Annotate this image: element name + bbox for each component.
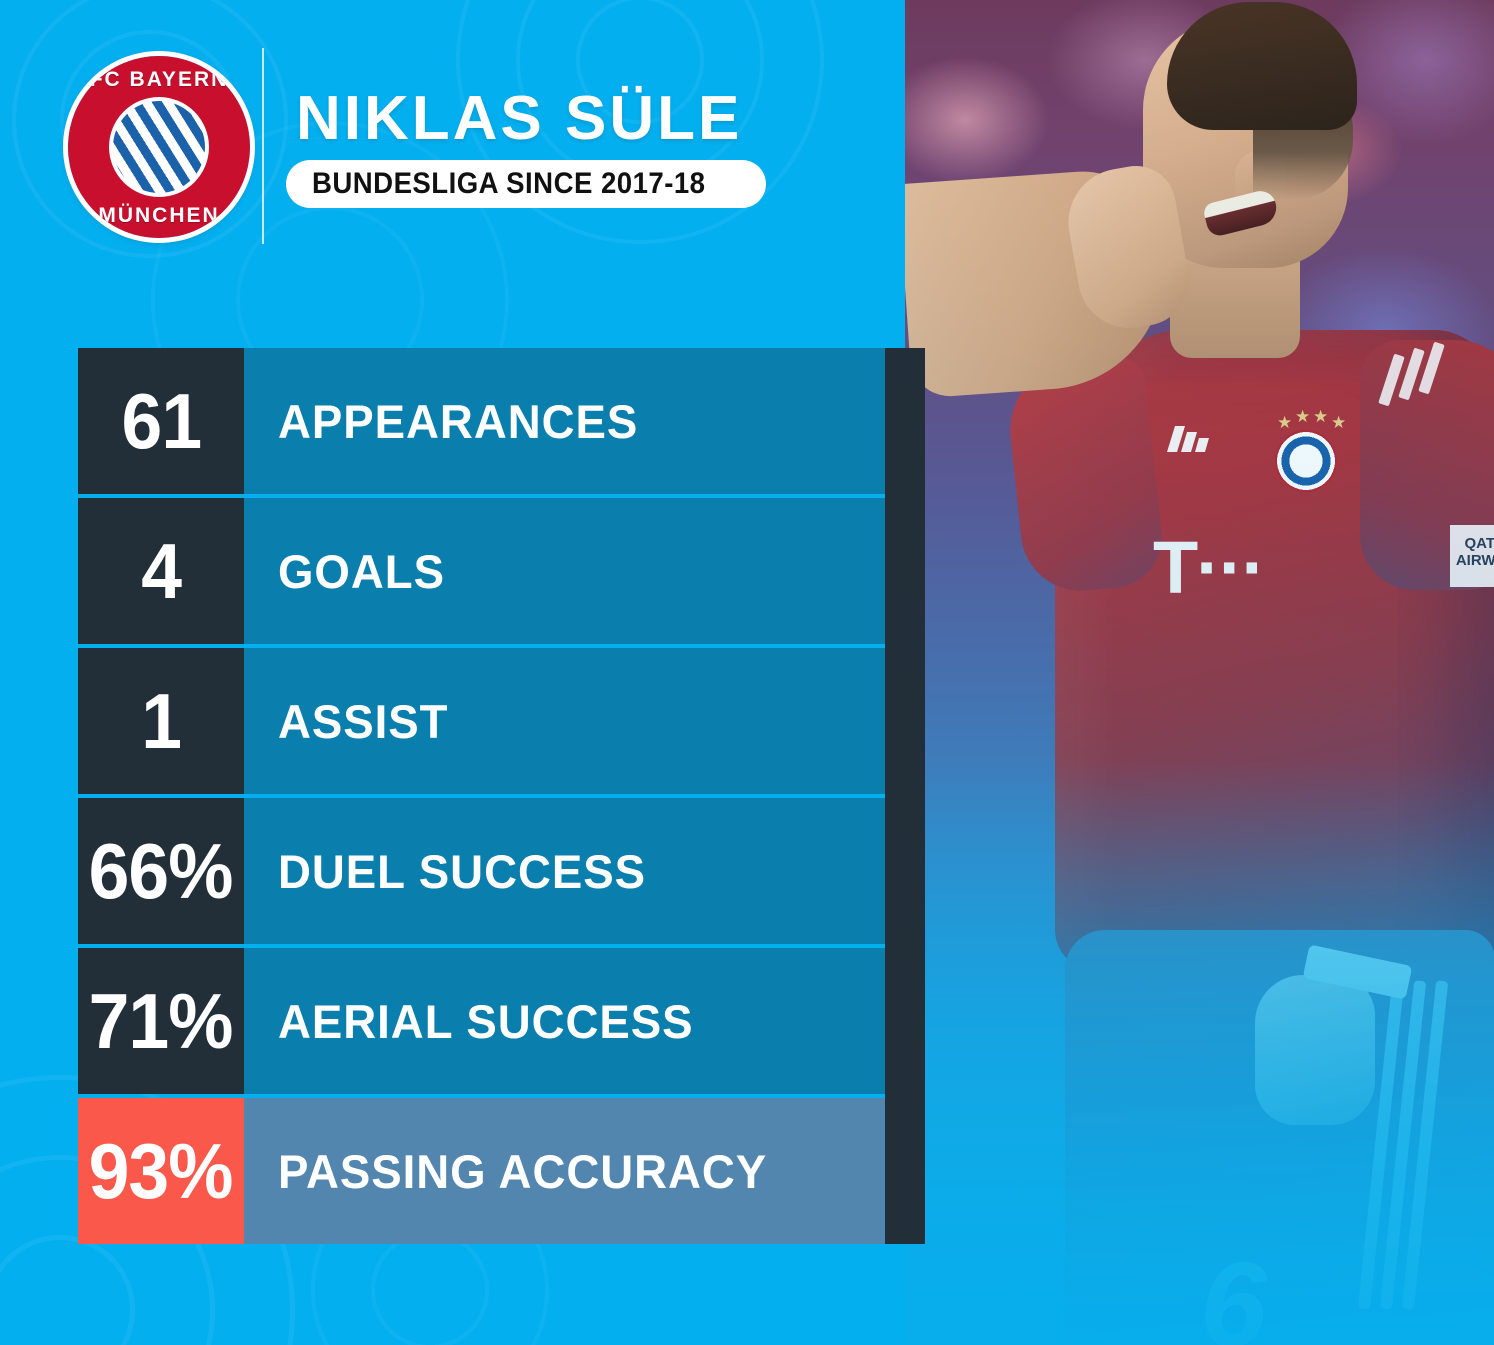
stat-label: AERIAL SUCCESS — [278, 994, 694, 1048]
stat-label-bar: ASSIST — [244, 648, 885, 794]
stat-row: 61 APPEARANCES — [78, 348, 885, 494]
stat-label: DUEL SUCCESS — [278, 844, 646, 898]
stat-value: 61 — [121, 377, 202, 465]
player-photo: QATAR AIRWAYS ★ ★ ★ ★ T··· 6 — [905, 0, 1494, 1345]
stat-label: ASSIST — [278, 694, 449, 748]
stat-value: 1 — [141, 677, 182, 765]
header: FC BAYERN MÜNCHEN NIKLAS SÜLE BUNDESLIGA… — [0, 0, 905, 345]
stat-value: 66% — [89, 827, 234, 915]
stat-row: 66% DUEL SUCCESS — [78, 798, 885, 944]
crest-top-text: FC BAYERN — [89, 68, 229, 91]
fc-bayern-crest-icon: FC BAYERN MÜNCHEN — [68, 56, 250, 238]
header-divider — [262, 48, 264, 244]
championship-star-icon: ★ — [1295, 408, 1310, 425]
stat-label-bar: GOALS — [244, 498, 885, 644]
stat-label-bar-highlighted: PASSING ACCURACY — [244, 1098, 885, 1244]
player-hair — [1167, 2, 1357, 130]
stat-label: APPEARANCES — [278, 394, 639, 448]
stat-value: 4 — [141, 527, 182, 615]
stat-label-bar: AERIAL SUCCESS — [244, 948, 885, 1094]
stat-value-box-highlighted: 93% — [78, 1098, 244, 1244]
stat-value-box: 66% — [78, 798, 244, 944]
jersey-crest-icon — [1275, 430, 1337, 492]
stat-label-bar: DUEL SUCCESS — [244, 798, 885, 944]
jersey-sponsor-text: T··· — [1153, 531, 1266, 605]
stat-value-box: 71% — [78, 948, 244, 1094]
crest-bottom-text: MÜNCHEN — [98, 204, 220, 227]
championship-star-icon: ★ — [1331, 414, 1346, 431]
sleeve-sponsor-patch: QATAR AIRWAYS — [1450, 525, 1494, 587]
stats-panel: 61 APPEARANCES 4 GOALS 1 ASSIST 66% DUEL… — [78, 348, 925, 1244]
stat-value: 93% — [89, 1127, 234, 1215]
page-title: NIKLAS SÜLE — [296, 84, 743, 153]
stat-label: GOALS — [278, 544, 445, 598]
stat-value: 71% — [89, 977, 234, 1065]
stat-label-bar: APPEARANCES — [244, 348, 885, 494]
stat-row-highlighted: 93% PASSING ACCURACY — [78, 1098, 885, 1244]
stat-value-box: 4 — [78, 498, 244, 644]
stats-right-edge-bar — [885, 348, 925, 1244]
stat-label: PASSING ACCURACY — [278, 1144, 768, 1198]
subtitle-badge: BUNDESLIGA SINCE 2017-18 — [286, 160, 766, 208]
photo-global-tint — [905, 0, 1494, 1345]
adidas-logo-icon — [1167, 426, 1209, 452]
photo-blue-gradient-overlay — [905, 760, 1494, 1345]
stat-row: 4 GOALS — [78, 498, 885, 644]
stat-value-box: 1 — [78, 648, 244, 794]
stat-row: 71% AERIAL SUCCESS — [78, 948, 885, 1094]
bavarian-lozenge-icon — [113, 101, 205, 193]
stat-value-box: 61 — [78, 348, 244, 494]
championship-star-icon: ★ — [1313, 408, 1328, 425]
subtitle-text: BUNDESLIGA SINCE 2017-18 — [312, 167, 706, 200]
championship-star-icon: ★ — [1277, 414, 1292, 431]
stat-row: 1 ASSIST — [78, 648, 885, 794]
